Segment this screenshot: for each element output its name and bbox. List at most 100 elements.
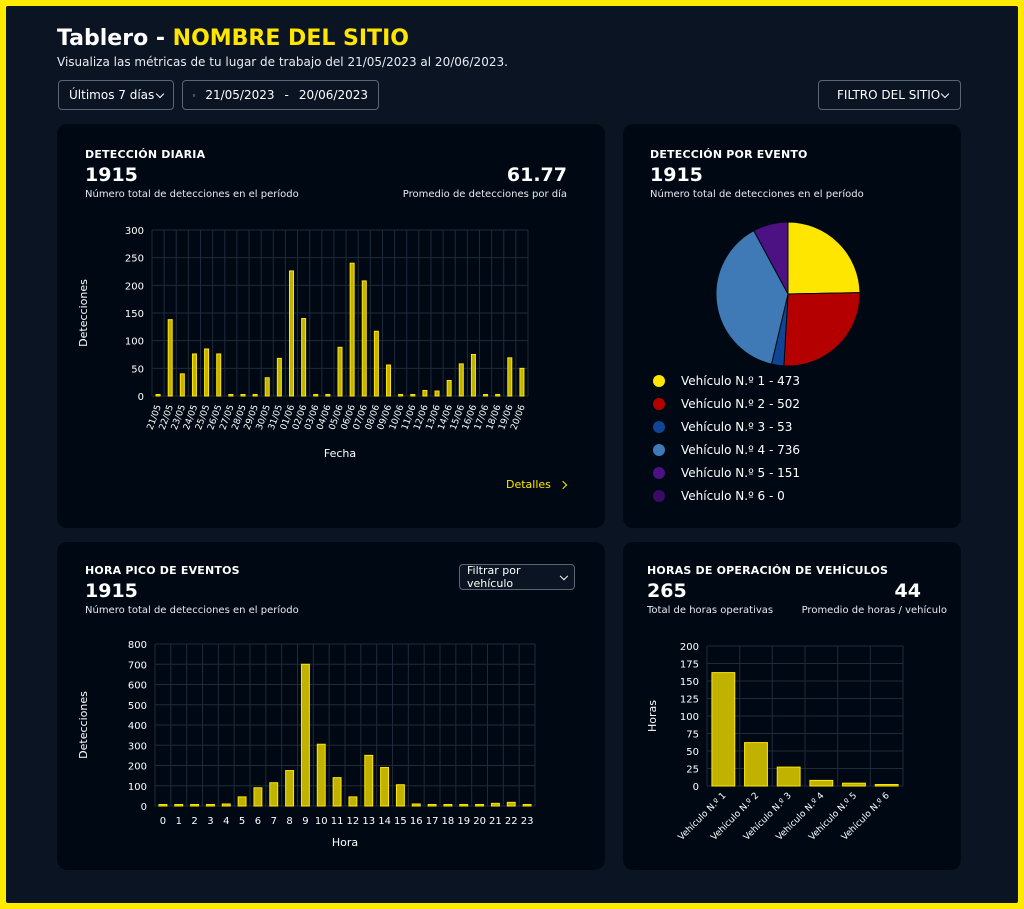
bar xyxy=(422,389,428,397)
legend-label: Vehículo N.º 1 - 473 xyxy=(681,374,801,388)
legend-dot xyxy=(653,444,665,456)
average-detections: 61.77 xyxy=(506,164,567,186)
legend-item[interactable]: Vehículo N.º 3 - 53 xyxy=(653,420,792,434)
bar xyxy=(332,777,342,807)
grid xyxy=(706,645,904,787)
x-tick-label: 14 xyxy=(378,816,391,827)
x-tick-label: 13 xyxy=(362,816,375,827)
bar xyxy=(285,770,295,807)
chevron-down-icon xyxy=(940,89,950,98)
legend-item[interactable]: Vehículo N.º 6 - 0 xyxy=(653,489,785,503)
bar xyxy=(252,394,258,397)
card-title: HORA PICO DE EVENTOS xyxy=(85,564,240,577)
title-prefix: Tablero - xyxy=(57,26,165,51)
bar xyxy=(434,390,440,397)
x-tick-label: 12 xyxy=(347,816,360,827)
bar xyxy=(373,330,379,397)
vehicle-filter-select[interactable]: Filtrar por vehículo xyxy=(459,564,575,590)
y-tick-label: 175 xyxy=(680,660,699,671)
bar xyxy=(519,367,525,397)
bar xyxy=(522,804,532,807)
x-tick-label: 21 xyxy=(489,816,502,827)
bar xyxy=(276,357,282,397)
vehicle-hours-card: HORAS DE OPERACIÓN DE VEHÍCULOS 265 Tota… xyxy=(623,542,961,870)
bar xyxy=(483,394,489,397)
legend-item[interactable]: Vehículo N.º 2 - 502 xyxy=(653,397,800,411)
bar xyxy=(744,742,768,787)
average-caption: Promedio de detecciones por día xyxy=(402,189,567,200)
bar xyxy=(470,354,476,397)
average-hours: 44 xyxy=(894,580,921,602)
calendar-icon xyxy=(193,93,196,97)
y-tick-label: 100 xyxy=(680,712,699,723)
vehicle-filter-label: Filtrar por vehículo xyxy=(467,564,521,590)
bar xyxy=(410,394,416,397)
bar xyxy=(459,804,469,807)
y-tick-label: 100 xyxy=(125,337,144,348)
grid xyxy=(154,643,536,807)
legend-dot xyxy=(653,421,665,433)
x-tick-label: 8 xyxy=(286,816,292,827)
y-tick-label: 300 xyxy=(128,741,147,752)
bar xyxy=(711,672,736,787)
details-label[interactable]: Detalles xyxy=(506,478,551,491)
bar xyxy=(395,784,405,807)
bar xyxy=(443,804,453,807)
bar xyxy=(809,779,834,787)
site-name: NOMBRE DEL SITIO xyxy=(172,26,409,51)
y-tick-label: 250 xyxy=(125,254,144,265)
x-tick-label: 17 xyxy=(426,816,439,827)
legend-item[interactable]: Vehículo N.º 5 - 151 xyxy=(653,466,800,480)
bar xyxy=(288,270,294,397)
bar xyxy=(337,346,343,397)
y-tick-label: 100 xyxy=(128,782,147,793)
y-tick-label: 75 xyxy=(686,730,699,741)
legend-item[interactable]: Vehículo N.º 1 - 473 xyxy=(653,374,800,388)
y-tick-label: 0 xyxy=(693,782,699,793)
legend-item[interactable]: Vehículo N.º 4 - 736 xyxy=(653,443,800,457)
bar xyxy=(495,394,501,397)
x-tick-label: 19 xyxy=(457,816,470,827)
bar xyxy=(506,801,516,807)
y-tick-label: 150 xyxy=(680,677,699,688)
site-filter-select[interactable]: FILTRO DEL SITIO xyxy=(818,80,961,110)
card-title: HORAS DE OPERACIÓN DE VEHÍCULOS xyxy=(647,564,889,577)
date-separator: - xyxy=(284,88,289,102)
y-tick-label: 600 xyxy=(128,681,147,692)
y-tick-label: 0 xyxy=(141,802,147,813)
bar xyxy=(179,373,185,397)
legend-label: Vehículo N.º 4 - 736 xyxy=(681,443,801,457)
y-tick-label: 400 xyxy=(128,721,147,732)
bar xyxy=(316,743,326,807)
date-start[interactable]: 21/05/2023 xyxy=(205,88,275,102)
x-tick-label: 5 xyxy=(239,816,245,827)
x-tick-label: 16 xyxy=(410,816,423,827)
bar xyxy=(264,377,270,397)
bar xyxy=(158,804,168,807)
y-tick-label: 25 xyxy=(686,765,699,776)
range-select[interactable]: Últimos 7 días xyxy=(58,80,174,110)
total-hours: 265 xyxy=(647,580,687,602)
legend-label: Vehículo N.º 5 - 151 xyxy=(681,466,801,480)
total-detections: 1915 xyxy=(85,580,138,602)
bar xyxy=(300,663,310,807)
bar xyxy=(301,318,307,397)
y-tick-label: 200 xyxy=(128,762,147,773)
total-detections: 1915 xyxy=(85,164,138,186)
bar xyxy=(253,787,263,807)
details-link[interactable]: Detalles xyxy=(506,478,568,491)
legend-label: Vehículo N.º 6 - 0 xyxy=(681,489,785,503)
bar xyxy=(174,804,184,807)
x-axis-label: Hora xyxy=(332,836,358,849)
chevron-down-icon xyxy=(155,89,165,98)
date-end[interactable]: 20/06/2023 xyxy=(298,88,368,102)
bar xyxy=(348,796,358,807)
bar xyxy=(205,804,215,807)
bar xyxy=(237,796,247,807)
chevron-down-icon xyxy=(560,571,569,580)
date-range-picker[interactable]: 21/05/2023 - 20/06/2023 xyxy=(182,80,379,110)
x-tick-label: 20 xyxy=(473,816,486,827)
pie-slice xyxy=(787,221,861,295)
y-tick-label: 800 xyxy=(128,640,147,651)
